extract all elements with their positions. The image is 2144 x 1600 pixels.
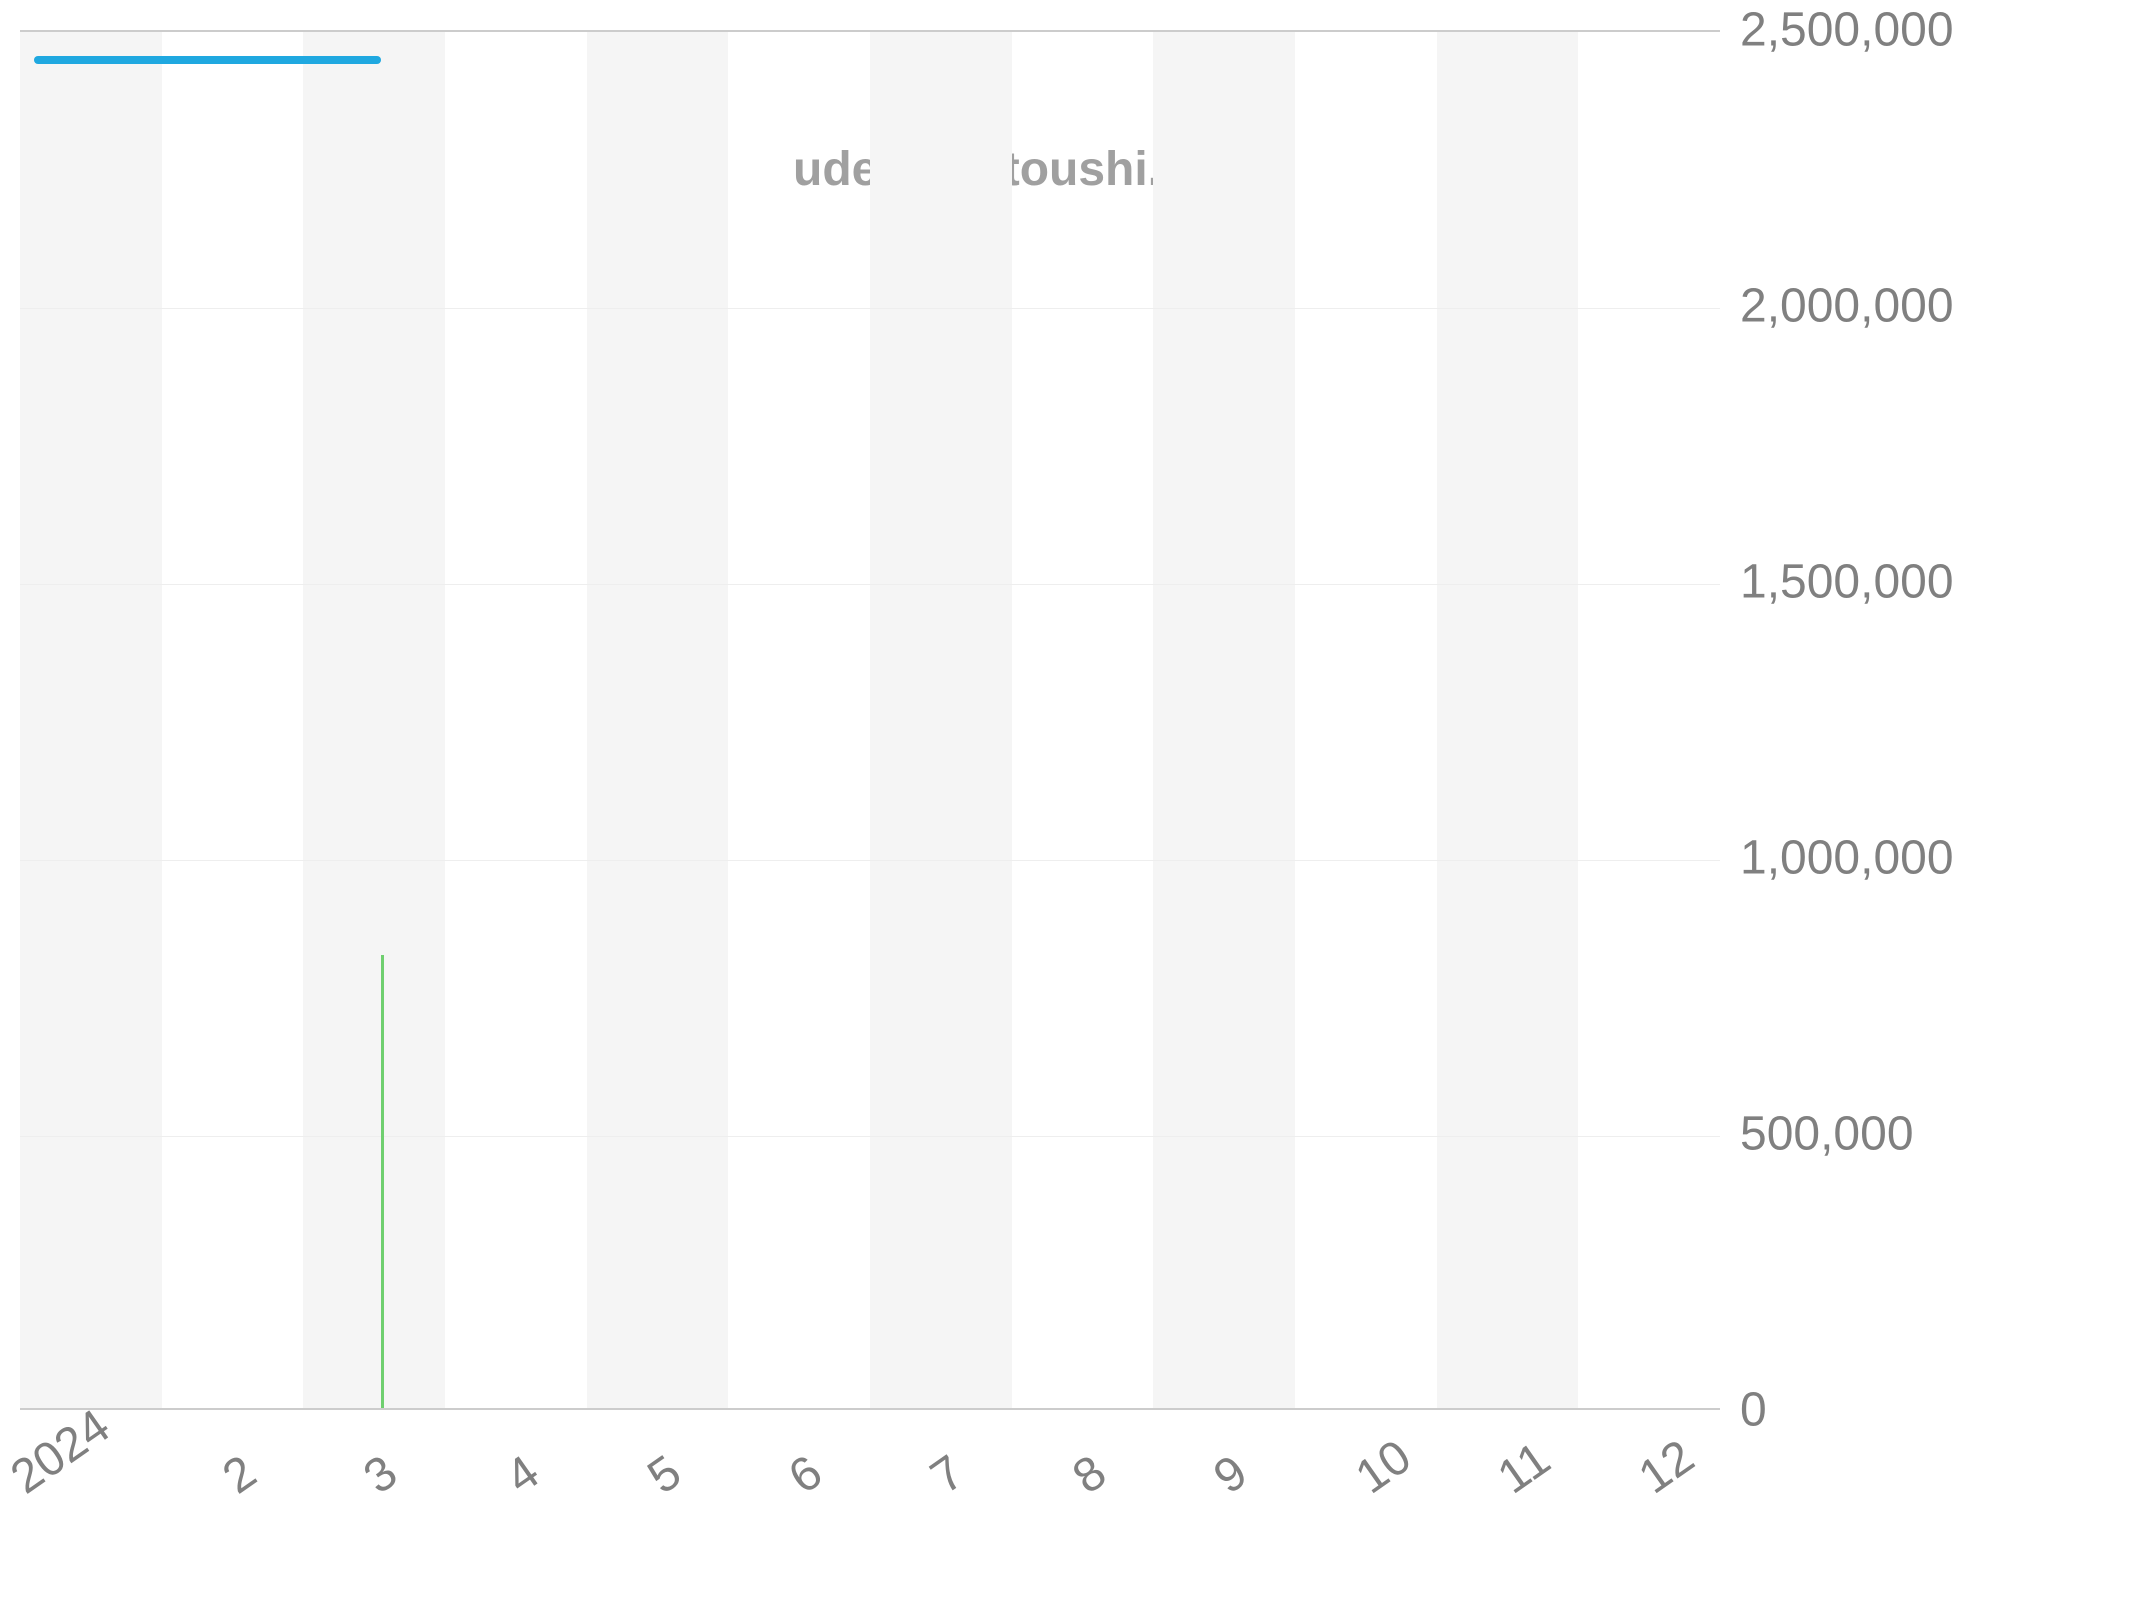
grid-line <box>20 584 1720 585</box>
line-series <box>34 56 381 64</box>
x-axis-label: 2 <box>213 1445 266 1505</box>
plot-band <box>162 32 304 1408</box>
plot-band <box>1437 32 1579 1408</box>
x-axis-label: 4 <box>496 1445 549 1505</box>
y-axis-label: 0 <box>1740 1383 1767 1438</box>
x-axis-label: 3 <box>354 1445 407 1505</box>
x-axis-label: 5 <box>638 1445 691 1505</box>
bar-series <box>381 955 384 1408</box>
x-axis-label: 10 <box>1346 1429 1421 1505</box>
grid-line <box>20 308 1720 309</box>
y-axis-label: 1,500,000 <box>1740 555 1954 610</box>
y-axis-label: 500,000 <box>1740 1107 1914 1162</box>
plot-band <box>303 32 445 1408</box>
plot-band <box>870 32 1012 1408</box>
x-axis-label: 8 <box>1063 1445 1116 1505</box>
plot-band <box>20 32 162 1408</box>
y-axis-label: 1,000,000 <box>1740 831 1954 886</box>
x-axis-label: 6 <box>779 1445 832 1505</box>
plot-band <box>445 32 587 1408</box>
x-axis-label: 7 <box>921 1445 974 1505</box>
y-axis-label: 2,500,000 <box>1740 3 1954 58</box>
plot-band <box>1012 32 1154 1408</box>
x-axis-label: 9 <box>1204 1445 1257 1505</box>
x-axis-label: 12 <box>1629 1429 1704 1505</box>
plot-band <box>587 32 729 1408</box>
plot-area: udedokeitoushi.com <box>20 30 1720 1410</box>
x-axis-label: 11 <box>1488 1431 1560 1505</box>
plot-band <box>1578 32 1720 1408</box>
x-axis-label: 2024 <box>1 1399 120 1505</box>
plot-band <box>1295 32 1437 1408</box>
plot-band <box>1153 32 1295 1408</box>
y-axis-label: 2,000,000 <box>1740 279 1954 334</box>
grid-line <box>20 860 1720 861</box>
chart-container: udedokeitoushi.com 0 500,000 1,000,000 1,50… <box>20 30 2124 1570</box>
plot-band <box>728 32 870 1408</box>
grid-line <box>20 1136 1720 1137</box>
